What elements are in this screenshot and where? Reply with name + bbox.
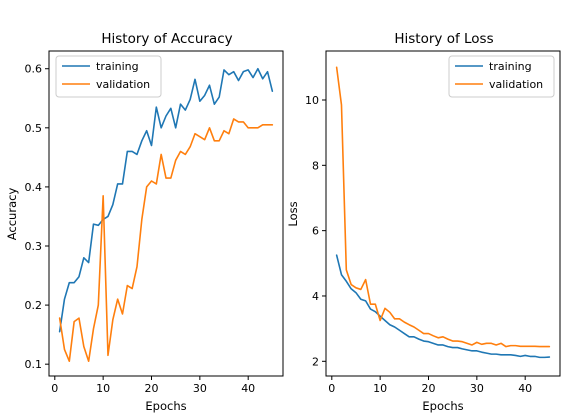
loss-training-line [335,254,551,359]
accuracy-y-tick-label: 0.6 [25,63,43,76]
accuracy-chart-title: History of Accuracy [101,31,232,47]
accuracy-chart: History of Accuracy Epochs Accuracy 0 10 2… [5,31,284,413]
accuracy-y-tick-label: 0.3 [25,240,43,253]
loss-y-tick-label: 10 [305,94,319,107]
accuracy-y-tick-label: 0.4 [25,181,43,194]
accuracy-x-tick-label: 20 [144,382,158,395]
loss-legend-validation-label: validation [489,78,543,91]
loss-x-tick-label: 10 [373,382,387,395]
accuracy-x-tick-label: 10 [96,382,110,395]
accuracy-x-tick-label: 30 [193,382,207,395]
loss-y-tick-label: 8 [312,159,319,172]
loss-axes-frame [325,50,561,377]
loss-ticks: 0 10 20 30 40 2 4 6 8 10 [305,94,532,395]
accuracy-legend: training validation [55,55,162,98]
loss-validation-line [335,66,551,348]
loss-y-tick-label: 6 [312,225,319,238]
accuracy-y-tick-label: 0.2 [25,299,43,312]
accuracy-x-tick-label: 0 [51,382,58,395]
accuracy-x-axis-label: Epochs [145,399,186,413]
loss-x-tick-label: 40 [518,382,532,395]
loss-y-axis-label: Loss [286,201,300,226]
loss-legend-training-label: training [489,60,532,73]
loss-x-tick-label: 20 [421,382,435,395]
accuracy-y-tick-label: 0.1 [25,358,43,371]
accuracy-y-tick-label: 0.5 [25,122,43,135]
accuracy-x-tick-label: 40 [241,382,255,395]
loss-plot-area [335,66,551,359]
loss-x-axis-label: Epochs [422,399,463,413]
loss-x-tick-label: 0 [328,382,335,395]
loss-y-tick-label: 4 [312,290,319,303]
accuracy-training-line [58,67,274,333]
loss-legend: training validation [448,55,555,98]
accuracy-legend-validation-label: validation [96,78,150,91]
loss-x-tick-label: 30 [470,382,484,395]
accuracy-legend-training-label: training [96,60,139,73]
loss-chart-title: History of Loss [394,31,493,47]
accuracy-y-axis-label: Accuracy [5,188,19,241]
loss-chart: History of Loss Epochs Loss 0 10 20 30 40 2 4 6… [286,31,561,413]
accuracy-validation-line [58,118,274,363]
accuracy-ticks: 0 10 20 30 40 0.1 0.2 0.3 0.4 0.5 0.6 [25,63,256,395]
accuracy-plot-area [58,67,274,363]
loss-y-tick-label: 2 [312,355,319,368]
accuracy-axes-frame [48,50,284,377]
